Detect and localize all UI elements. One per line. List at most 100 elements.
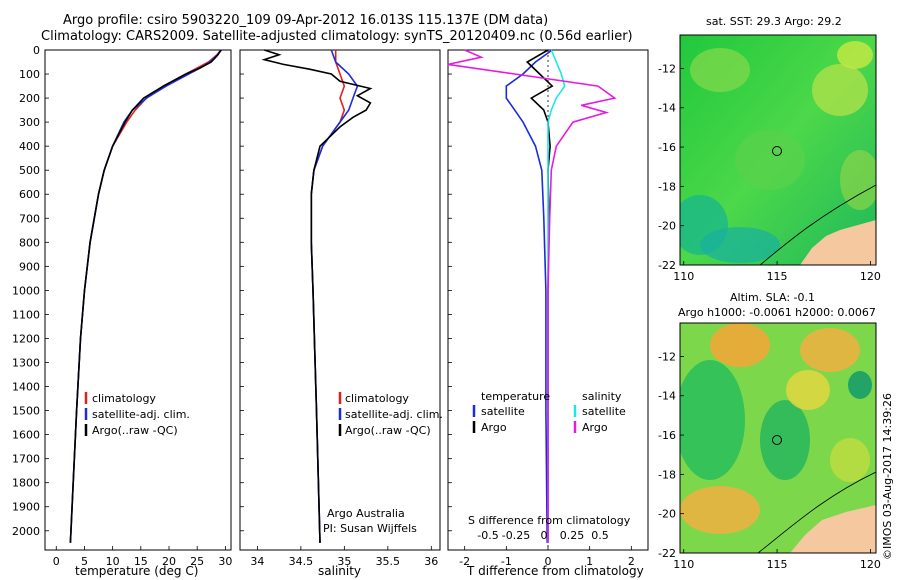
map-y-tick-label: -14 — [658, 102, 676, 115]
depth-tick-label: 1100 — [12, 308, 40, 321]
x-tick-label: 30 — [218, 555, 232, 568]
temperature-legend: climatology satellite-adj. clim. Argo(..… — [84, 392, 190, 437]
sst-map-frame — [679, 34, 877, 266]
salinity-legend: climatology satellite-adj. clim. Argo(..… — [338, 392, 443, 437]
depth-tick-label: 1700 — [12, 453, 40, 466]
argo-float-marker — [772, 435, 782, 445]
sst-map-title: sat. SST: 29.3 Argo: 29.2 — [706, 15, 842, 28]
legend-label: satellite-adj. clim. — [345, 408, 443, 421]
x-tick-label: 36 — [424, 555, 438, 568]
depth-tick-label: 1800 — [12, 477, 40, 490]
x-tick-label: -2 — [459, 555, 470, 568]
map-y-tick-label: -20 — [658, 220, 676, 233]
legend-label: climatology — [345, 392, 409, 405]
difference-legend: temperature salinity satellite Argo sate… — [472, 390, 626, 434]
depth-tick-label: 1200 — [12, 332, 40, 345]
argo-float-marker — [772, 146, 782, 156]
depth-tick-label: 1600 — [12, 429, 40, 442]
legend-label: Argo — [481, 421, 507, 434]
legend-group-title: salinity — [582, 390, 622, 403]
depth-tick-label: 0 — [33, 44, 40, 57]
x-tick-label: 10 — [106, 555, 120, 568]
depth-tick-label: 200 — [19, 92, 40, 105]
series-line-argo-raw-qc- — [261, 49, 373, 543]
x-tick-label: 35.5 — [376, 555, 401, 568]
x-tick-label: 15 — [134, 555, 148, 568]
series-line-salinity-satellite — [547, 49, 566, 543]
legend-label: satellite — [481, 405, 525, 418]
depth-tick-label: 400 — [19, 140, 40, 153]
map-y-tick-label: -22 — [658, 259, 676, 272]
s-diff-tick-label: -0.5 — [477, 529, 498, 542]
depth-tick-label: 100 — [19, 68, 40, 81]
x-tick-label: 0 — [545, 555, 552, 568]
map-y-tick-label: -16 — [658, 141, 676, 154]
depth-tick-label: 900 — [19, 260, 40, 273]
x-tick-label: 0 — [53, 555, 60, 568]
depth-tick-label: 2000 — [12, 525, 40, 538]
figure-title-line1: Argo profile: csiro 5903220_109 09-Apr-2… — [63, 13, 549, 28]
map-y-tick-label: -12 — [658, 350, 676, 363]
s-diff-tick-label: 0.25 — [560, 529, 585, 542]
map-x-tick-label: 120 — [860, 558, 881, 571]
depth-tick-label: 1900 — [12, 501, 40, 514]
series-line-satellite-adj-clim- — [69, 49, 223, 543]
depth-tick-label: 1400 — [12, 381, 40, 394]
map-x-tick-label: 115 — [767, 558, 788, 571]
sla-map-title-line1: Altim. SLA: -0.1 — [730, 291, 815, 304]
sst-map — [680, 35, 876, 265]
legend-label: Argo — [582, 421, 608, 434]
map-y-tick-label: -22 — [658, 547, 676, 560]
salinity-series — [261, 49, 373, 543]
series-line-argo-raw-qc- — [69, 49, 222, 543]
s-diff-tick-label: 0 — [541, 529, 548, 542]
legend-label: Argo(..raw -QC) — [345, 424, 431, 437]
map-y-tick-label: -16 — [658, 429, 676, 442]
map-y-tick-label: -20 — [658, 508, 676, 521]
salinity-panel-frame — [239, 49, 441, 551]
temperature-panel-frame — [44, 49, 232, 551]
figure-title-line2: Climatology: CARS2009. Satellite-adjuste… — [41, 29, 633, 44]
depth-tick-label: 500 — [19, 164, 40, 177]
sla-map-axes: 110 115 120 -12 -14 -16 -18 -20 -22 — [658, 350, 881, 571]
difference-series — [447, 49, 617, 550]
difference-xlabel: T difference from climatology — [466, 564, 644, 578]
salinity-annotation-line1: Argo Australia — [327, 507, 405, 520]
depth-tick-label: 1300 — [12, 357, 40, 370]
sla-map — [680, 323, 876, 553]
map-y-tick-label: -12 — [658, 62, 676, 75]
sst-map-axes: 110 115 120 -12 -14 -16 -18 -20 -22 — [658, 62, 881, 283]
legend-label: satellite — [582, 405, 626, 418]
x-tick-label: 2 — [628, 555, 635, 568]
sla-map-frame — [679, 322, 877, 554]
depth-axis: 0 100 200 300 400 500 600 700 800 900 1000 1100 1200… — [12, 44, 452, 538]
depth-tick-label: 700 — [19, 212, 40, 225]
salinity-xlabel: salinity — [318, 564, 361, 578]
map-y-tick-label: -18 — [658, 468, 676, 481]
x-tick-label: 34.5 — [289, 555, 314, 568]
map-x-tick-label: 110 — [673, 558, 694, 571]
legend-label: climatology — [92, 392, 156, 405]
map-x-tick-label: 120 — [860, 270, 881, 283]
x-tick-label: 25 — [190, 555, 204, 568]
s-diff-tick-label: 0.5 — [591, 529, 609, 542]
x-tick-label: 35 — [337, 555, 351, 568]
temperature-series — [69, 49, 223, 543]
temperature-xlabel: temperature (deg C) — [75, 564, 198, 578]
x-axes: 0 5 10 15 20 25 30 34 34.5 35 35.5 36 -2 -1 0 1 2 -0.5 -0.… — [53, 529, 635, 568]
x-tick-label: -1 — [501, 555, 512, 568]
sla-map-title-line2: Argo h1000: -0.0061 h2000: 0.0067 — [678, 306, 876, 319]
depth-tick-label: 600 — [19, 188, 40, 201]
map-x-tick-label: 110 — [673, 270, 694, 283]
depth-tick-label: 300 — [19, 116, 40, 129]
imos-watermark: ©IMOS 03-Aug-2017 14:39:26 — [881, 393, 894, 560]
x-tick-label: 34 — [250, 555, 264, 568]
salinity-annotation-line2: PI: Susan Wijffels — [323, 522, 417, 535]
depth-tick-label: 1500 — [12, 405, 40, 418]
legend-group-title: temperature — [481, 390, 550, 403]
difference-top-label: S difference from climatology — [468, 514, 631, 527]
depth-tick-label: 1000 — [12, 284, 40, 297]
map-x-tick-label: 115 — [767, 270, 788, 283]
x-tick-label: 1 — [586, 555, 593, 568]
